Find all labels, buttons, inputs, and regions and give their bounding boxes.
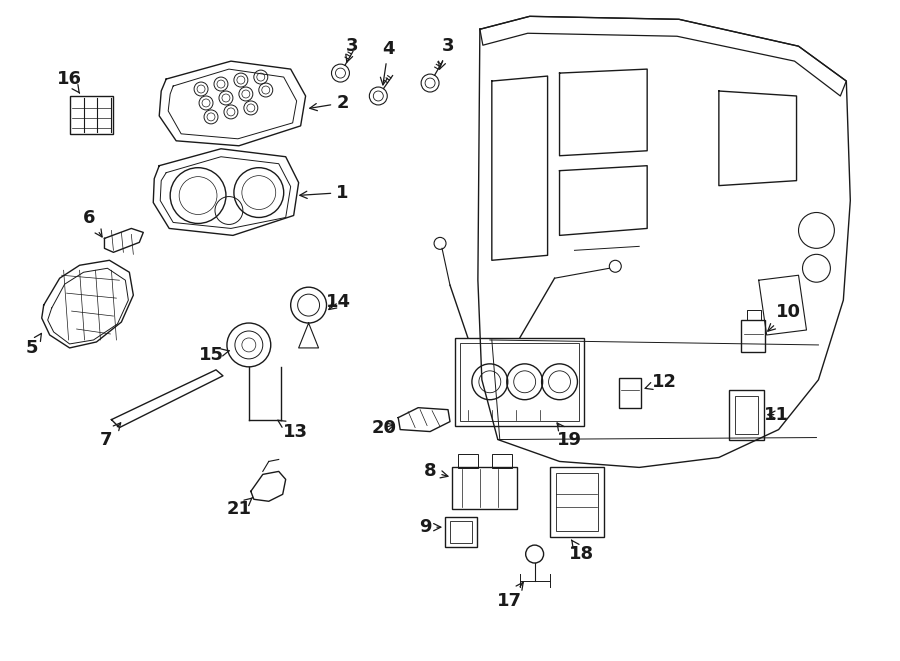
Text: 9: 9 xyxy=(418,518,441,536)
Text: 6: 6 xyxy=(84,210,102,237)
Text: 2: 2 xyxy=(310,94,348,112)
Text: 5: 5 xyxy=(25,333,41,357)
Text: 20: 20 xyxy=(372,418,397,436)
Text: 8: 8 xyxy=(424,463,448,481)
Text: 14: 14 xyxy=(326,293,351,311)
Text: 7: 7 xyxy=(100,423,121,449)
Text: 15: 15 xyxy=(199,346,230,364)
Text: 3: 3 xyxy=(346,37,359,62)
Text: 18: 18 xyxy=(569,540,594,563)
Text: 10: 10 xyxy=(768,303,801,331)
Text: 19: 19 xyxy=(557,423,582,449)
Text: 4: 4 xyxy=(381,40,394,85)
Text: 3: 3 xyxy=(438,37,454,69)
Text: 21: 21 xyxy=(227,498,253,518)
Text: 13: 13 xyxy=(278,420,308,441)
Text: 1: 1 xyxy=(300,184,348,202)
Text: 12: 12 xyxy=(645,373,677,391)
Text: 11: 11 xyxy=(764,406,789,424)
Text: 17: 17 xyxy=(497,582,523,610)
Text: 16: 16 xyxy=(57,70,82,93)
